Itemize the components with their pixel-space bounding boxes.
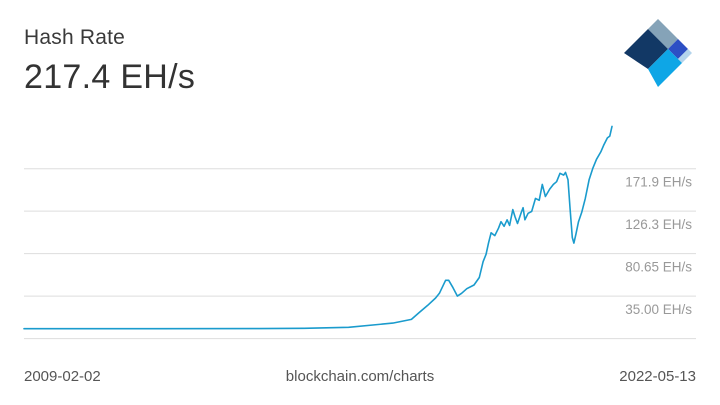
chart-title: Hash Rate bbox=[24, 26, 126, 49]
y-tick-label: 35.00 EH/s bbox=[625, 302, 692, 317]
y-tick-label: 171.9 EH/s bbox=[625, 175, 692, 190]
blockchain-logo-icon bbox=[624, 19, 692, 87]
y-axis-ticks: 35.00 EH/s 80.65 EH/s 126.3 EH/s 171.9 EH/s bbox=[625, 175, 692, 317]
start-date: 2009-02-02 bbox=[24, 368, 101, 385]
end-date: 2022-05-13 bbox=[619, 368, 696, 385]
source-link[interactable]: blockchain.com/charts bbox=[285, 368, 435, 385]
grid-lines bbox=[24, 168, 696, 340]
y-tick-label: 126.3 EH/s bbox=[625, 217, 692, 232]
y-tick-label: 80.65 EH/s bbox=[625, 260, 692, 275]
current-value: 217.4 EH/s bbox=[24, 58, 196, 96]
series-line-hash-rate bbox=[23, 125, 613, 330]
